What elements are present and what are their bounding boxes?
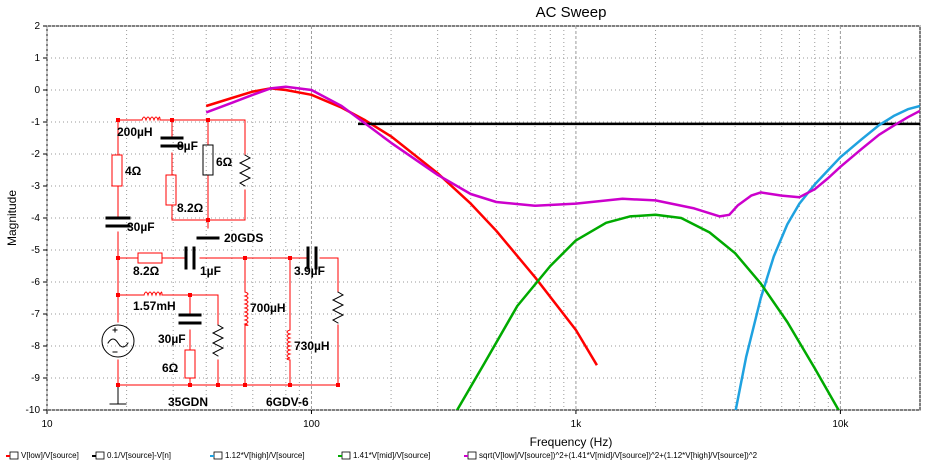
label-l4: 730µH xyxy=(294,339,330,353)
label-r1: 4Ω xyxy=(125,164,142,178)
label-l3: 700µH xyxy=(250,301,286,315)
label-r-top: 6Ω xyxy=(216,155,233,169)
label-driver3: 6GDV-6 xyxy=(266,395,309,409)
series-line xyxy=(205,87,598,366)
y-tick-label: -1 xyxy=(31,117,40,128)
y-tick-label: 1 xyxy=(34,53,40,64)
legend-entry-label: sqrt(V[low]/V[source])^2+(1.41*V[mid]/V[… xyxy=(479,451,758,460)
legend-entry-label: 1.41*V[mid]/V[source] xyxy=(353,451,430,460)
chart-title: AC Sweep xyxy=(536,4,607,21)
label-r3: 8.2Ω xyxy=(133,264,160,278)
legend-box xyxy=(95,451,105,460)
x-tick-label: 1k xyxy=(571,419,583,430)
y-tick-label: -5 xyxy=(31,245,40,256)
label-c5: 30µF xyxy=(158,332,186,346)
plot-area xyxy=(46,25,921,411)
x-axis: 10 100 1k 10k xyxy=(41,410,849,430)
legend-box xyxy=(341,451,351,460)
label-l2: 1.57mH xyxy=(133,299,176,313)
x-tick-label: 10 xyxy=(41,419,53,430)
y-tick-label: -10 xyxy=(26,405,41,416)
series-line xyxy=(455,213,841,410)
schematic-nodes xyxy=(116,118,340,387)
label-l1: 200µH xyxy=(117,125,153,139)
label-c1: 8µF xyxy=(177,139,198,153)
x-tick-label: 10k xyxy=(832,419,849,430)
legend: V[low]/V[source] 0.1/V[source]-V[n] 1.12*V… xyxy=(6,451,758,460)
label-c3: 1µF xyxy=(200,264,221,278)
y-tick-label: 2 xyxy=(34,21,40,32)
y-tick-label: -8 xyxy=(31,341,40,352)
y-axis-label: Magnitude xyxy=(5,190,19,246)
legend-entry-label: 1.12*V[high]/V[source] xyxy=(225,451,305,460)
y-tick-label: -6 xyxy=(31,277,40,288)
schematic-labels: 200µH 8µF 6Ω 4Ω 8.2Ω 30µF 20GDS 8.2Ω 1µF… xyxy=(117,125,330,409)
y-tick-label: -2 xyxy=(31,149,40,160)
y-axis: 2 1 0 -1 -2 -3 -4 -5 -6 -7 -8 -9 -10 xyxy=(26,21,47,416)
x-axis-label: Frequency (Hz) xyxy=(530,435,613,449)
y-tick-label: -9 xyxy=(31,373,40,384)
label-driver2: 35GDN xyxy=(168,395,208,409)
label-driver1: 20GDS xyxy=(224,231,263,245)
series-lines xyxy=(205,85,920,410)
label-c4: 3.9µF xyxy=(294,264,325,278)
y-tick-label: -3 xyxy=(31,181,40,192)
legend-box xyxy=(467,451,477,460)
label-r4: 6Ω xyxy=(162,361,179,375)
legend-box xyxy=(213,451,223,460)
legend-entry-label: 0.1/V[source]-V[n] xyxy=(107,451,171,460)
series-line xyxy=(205,85,920,218)
x-tick-label: 100 xyxy=(303,419,320,430)
label-c2: 30µF xyxy=(127,220,155,234)
y-tick-label: -4 xyxy=(31,213,40,224)
crossover-schematic: 200µH 8µF 6Ω 4Ω 8.2Ω 30µF 20GDS 8.2Ω 1µF… xyxy=(101,116,345,409)
label-r2: 8.2Ω xyxy=(177,201,204,215)
y-tick-label: 0 xyxy=(34,85,40,96)
y-tick-label: -7 xyxy=(31,309,40,320)
schematic-black-parts xyxy=(101,136,345,405)
legend-box xyxy=(9,451,19,460)
legend-entry-label: V[low]/V[source] xyxy=(21,451,79,460)
series-line xyxy=(734,104,920,410)
